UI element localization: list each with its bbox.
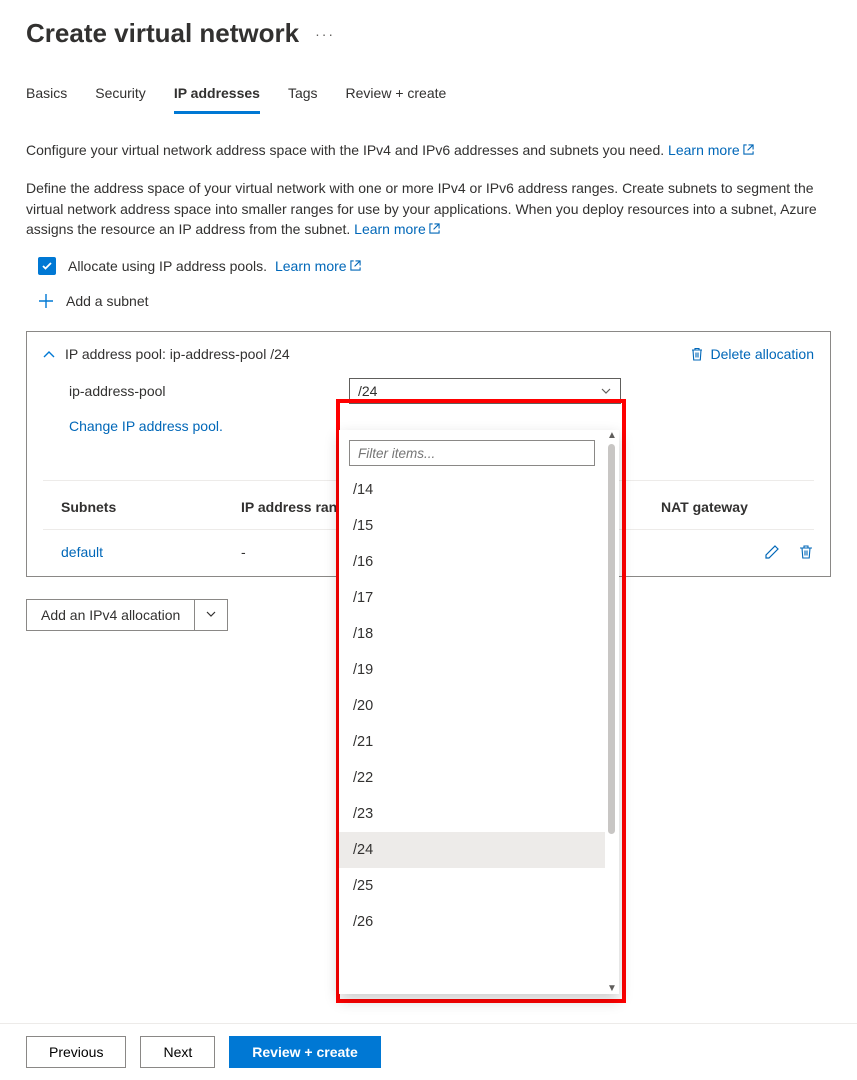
allocate-checkbox-row: Allocate using IP address pools. Learn m… xyxy=(38,257,831,275)
tab-review-create[interactable]: Review + create xyxy=(346,85,447,114)
prefix-select-value: /24 xyxy=(358,383,377,399)
external-link-icon xyxy=(743,144,754,155)
scroll-down-icon[interactable]: ▼ xyxy=(607,983,617,994)
previous-button[interactable]: Previous xyxy=(26,1036,126,1068)
chevron-down-icon xyxy=(205,608,217,620)
dropdown-item[interactable]: /16 xyxy=(339,544,605,580)
learn-more-link-2[interactable]: Learn more xyxy=(354,221,440,237)
col-nat: NAT gateway xyxy=(661,499,814,515)
pool-name-label: ip-address-pool xyxy=(69,383,349,399)
dropdown-list: /14/15/16/17/18/19/20/21/22/23/24/25/26 xyxy=(339,472,605,940)
external-link-icon xyxy=(350,260,361,271)
learn-more-link-1[interactable]: Learn more xyxy=(668,142,754,158)
prefix-dropdown: /14/15/16/17/18/19/20/21/22/23/24/25/26 … xyxy=(339,430,619,994)
pool-header-title: IP address pool: ip-address-pool /24 xyxy=(65,346,290,362)
external-link-icon xyxy=(429,223,440,234)
scroll-thumb[interactable] xyxy=(608,444,615,834)
add-ipv4-allocation-button[interactable]: Add an IPv4 allocation xyxy=(26,599,228,631)
page-header: Create virtual network ··· xyxy=(26,18,831,49)
trash-icon[interactable] xyxy=(798,544,814,560)
review-create-button[interactable]: Review + create xyxy=(229,1036,380,1068)
dropdown-item[interactable]: /14 xyxy=(339,472,605,508)
dropdown-item[interactable]: /18 xyxy=(339,616,605,652)
delete-allocation-button[interactable]: Delete allocation xyxy=(690,346,814,362)
dropdown-item[interactable]: /25 xyxy=(339,868,605,904)
plus-icon xyxy=(38,293,54,309)
dropdown-item[interactable]: /19 xyxy=(339,652,605,688)
dropdown-item[interactable]: /20 xyxy=(339,688,605,724)
page-title: Create virtual network xyxy=(26,18,299,49)
intro-line1: Configure your virtual network address s… xyxy=(26,142,664,158)
learn-more-link-3[interactable]: Learn more xyxy=(275,258,361,274)
add-ipv4-allocation-main[interactable]: Add an IPv4 allocation xyxy=(27,600,195,630)
tabs: Basics Security IP addresses Tags Review… xyxy=(26,85,831,114)
chevron-down-icon xyxy=(600,385,612,397)
change-ip-pool-link[interactable]: Change IP address pool. xyxy=(69,418,223,434)
col-subnets: Subnets xyxy=(61,499,241,515)
subnet-name-link[interactable]: default xyxy=(61,544,103,560)
next-button[interactable]: Next xyxy=(140,1036,215,1068)
dropdown-item[interactable]: /24 xyxy=(339,832,605,868)
dropdown-item[interactable]: /26 xyxy=(339,904,605,940)
add-subnet-button[interactable]: Add a subnet xyxy=(38,293,831,309)
add-subnet-label: Add a subnet xyxy=(66,293,149,309)
add-ipv4-allocation-chevron[interactable] xyxy=(195,607,227,623)
trash-icon xyxy=(690,347,704,361)
dropdown-item[interactable]: /15 xyxy=(339,508,605,544)
edit-icon[interactable] xyxy=(764,544,780,560)
intro-line1-para: Configure your virtual network address s… xyxy=(26,140,831,160)
prefix-select[interactable]: /24 xyxy=(349,378,621,404)
tab-security[interactable]: Security xyxy=(95,85,146,114)
dropdown-filter-input[interactable] xyxy=(349,440,595,466)
dropdown-item[interactable]: /17 xyxy=(339,580,605,616)
dropdown-filter xyxy=(349,440,595,466)
dropdown-item[interactable]: /23 xyxy=(339,796,605,832)
dropdown-item[interactable]: /21 xyxy=(339,724,605,760)
more-icon[interactable]: ··· xyxy=(315,26,335,42)
dropdown-scrollbar[interactable]: ▲ ▼ xyxy=(605,430,619,994)
dropdown-item[interactable]: /22 xyxy=(339,760,605,796)
footer: Previous Next Review + create xyxy=(0,1023,857,1080)
tab-basics[interactable]: Basics xyxy=(26,85,67,114)
allocate-label: Allocate using IP address pools. xyxy=(68,258,267,274)
tab-ip-addresses[interactable]: IP addresses xyxy=(174,85,260,114)
checkmark-icon xyxy=(41,260,53,272)
intro-line2-para: Define the address space of your virtual… xyxy=(26,178,831,239)
allocate-checkbox[interactable] xyxy=(38,257,56,275)
tab-tags[interactable]: Tags xyxy=(288,85,318,114)
scroll-up-icon[interactable]: ▲ xyxy=(607,430,617,441)
collapse-icon[interactable] xyxy=(43,346,55,364)
